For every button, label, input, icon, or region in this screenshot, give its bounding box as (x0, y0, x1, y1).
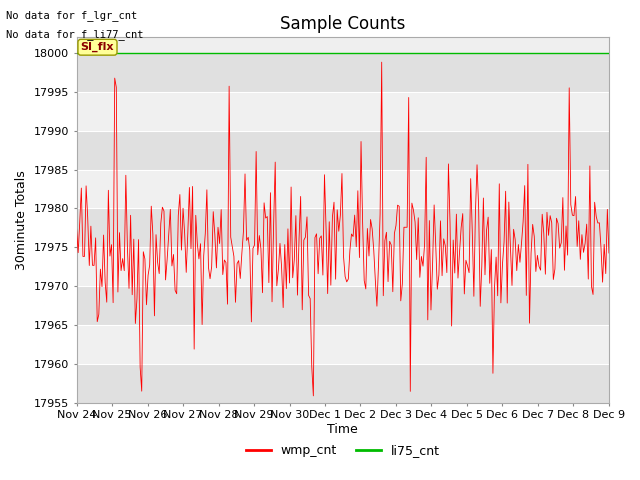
Bar (77, 286, 609, 325)
Text: No data for f_li77_cnt: No data for f_li77_cnt (6, 29, 144, 40)
Title: Sample Counts: Sample Counts (280, 15, 406, 33)
Text: No data for f_lgr_cnt: No data for f_lgr_cnt (6, 10, 138, 21)
Bar (77, 208, 609, 247)
Legend: wmp_cnt, li75_cnt: wmp_cnt, li75_cnt (241, 439, 445, 462)
Y-axis label: 30minute Totals: 30minute Totals (15, 170, 28, 270)
Bar (77, 364, 609, 403)
Bar (77, 169, 609, 208)
Bar (77, 247, 609, 286)
Bar (77, 325, 609, 364)
X-axis label: Time: Time (328, 423, 358, 436)
Bar (77, 131, 609, 169)
Text: SI_flx: SI_flx (81, 42, 114, 52)
Bar (77, 92, 609, 131)
Bar (77, 53, 609, 92)
